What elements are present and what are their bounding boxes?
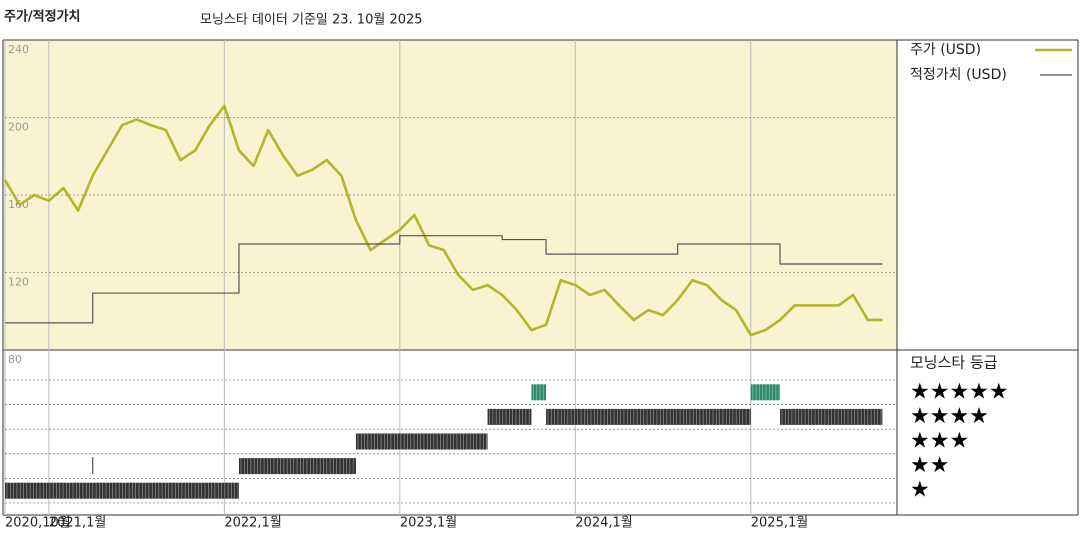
rating-legend-label: ★★★ bbox=[910, 429, 969, 454]
y-tick-label: 200 bbox=[8, 121, 29, 134]
series-line bbox=[5, 235, 883, 324]
rating-hatch bbox=[240, 458, 354, 475]
rating-hatch bbox=[781, 408, 882, 425]
rating-hatch bbox=[533, 384, 544, 401]
rating-bar bbox=[531, 384, 547, 401]
x-tick-label: 2022,1월 bbox=[224, 516, 281, 531]
rating-bar bbox=[546, 408, 751, 425]
rating-bar bbox=[780, 408, 883, 425]
rating-bar bbox=[5, 482, 239, 499]
x-tick-label: 2021,1월 bbox=[49, 516, 106, 531]
rating-bar bbox=[238, 458, 356, 475]
rating-legend-label: ★★ bbox=[910, 453, 949, 478]
rating-hatch bbox=[357, 433, 487, 450]
y-tick-label: 240 bbox=[8, 43, 29, 56]
rating-legend-label: ★ bbox=[910, 478, 930, 503]
series-line bbox=[3, 104, 883, 337]
chart-title: 주가/적정가치 bbox=[4, 9, 81, 25]
rating-hatch bbox=[489, 408, 530, 425]
y-tick-label: 80 bbox=[8, 353, 22, 366]
rating-bar bbox=[355, 433, 488, 450]
rating-legend-label: ★★★★ bbox=[910, 404, 989, 429]
rating-legend-title: 모닝스타 등급 bbox=[910, 354, 998, 372]
legend-label: 적정가치 (USD) bbox=[910, 67, 1007, 83]
legend-label: 주가 (USD) bbox=[910, 42, 981, 58]
y-tick-label: 120 bbox=[8, 276, 29, 289]
rating-hatch bbox=[547, 408, 750, 425]
rating-hatch bbox=[752, 384, 780, 401]
x-tick-label: 2023,1월 bbox=[400, 516, 457, 531]
rating-hatch bbox=[6, 482, 239, 499]
rating-legend-label: ★★★★★ bbox=[910, 379, 1009, 404]
x-tick-label: 2025,1월 bbox=[751, 516, 808, 531]
chart-subtitle: 모닝스타 데이터 기준일 23. 10월 2025 bbox=[200, 13, 423, 28]
x-tick-label: 2024,1월 bbox=[575, 516, 632, 531]
x-tick-label: 2020,10월 bbox=[5, 516, 71, 531]
